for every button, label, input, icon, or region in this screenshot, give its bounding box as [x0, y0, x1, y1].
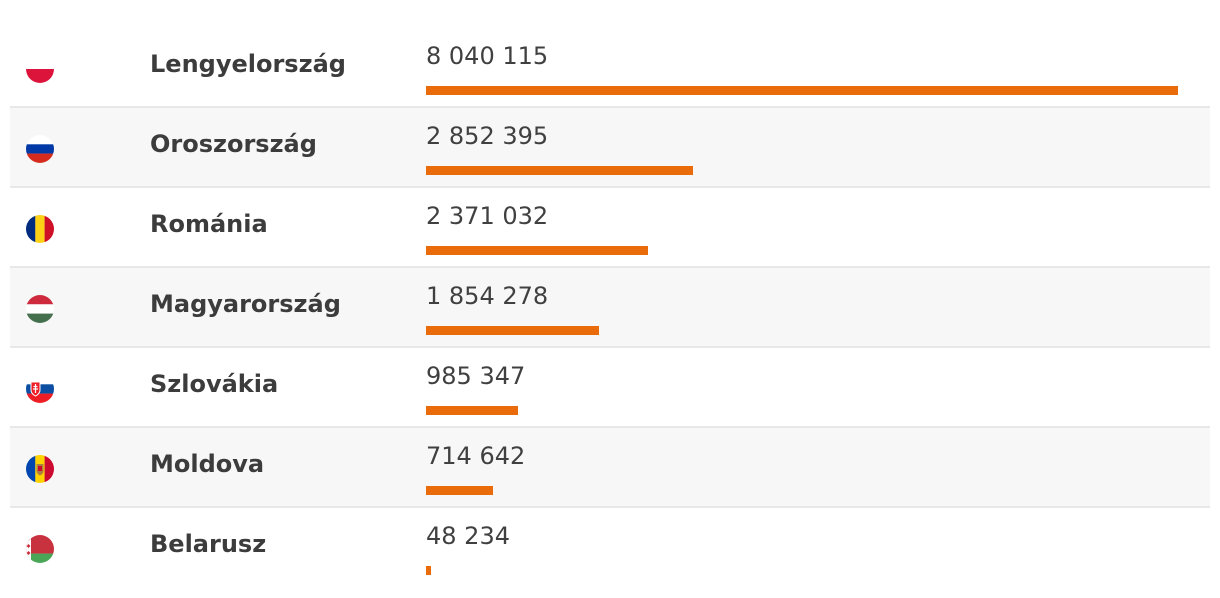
- bar: [426, 326, 599, 335]
- value-label: 2 852 395: [426, 122, 549, 150]
- slovakia-flag-icon: [26, 375, 54, 403]
- value-label: 714 642: [426, 442, 526, 470]
- romania-flag-icon: [26, 215, 54, 243]
- moldova-flag-icon: [26, 455, 54, 483]
- country-label: Lengyelország: [150, 50, 346, 78]
- bar: [426, 566, 431, 575]
- table-row: Szlovákia 985 347: [10, 348, 1210, 428]
- table-row: Moldova 714 642: [10, 428, 1210, 508]
- value-label: 8 040 115: [426, 42, 549, 70]
- table-row: Románia 2 371 032: [10, 188, 1210, 268]
- country-label: Moldova: [150, 450, 265, 478]
- table-row: Magyarország 1 854 278: [10, 268, 1210, 348]
- country-label: Románia: [150, 210, 268, 238]
- hungary-flag-icon: [26, 295, 54, 323]
- value-label: 48 234: [426, 522, 510, 550]
- bar: [426, 246, 648, 255]
- table-row: Belarusz 48 234: [10, 508, 1210, 588]
- value-label: 985 347: [426, 362, 526, 390]
- table-row: Oroszország 2 852 395: [10, 108, 1210, 188]
- bar-chart: Lengyelország 8 040 115 Oroszország 2 852 3…: [10, 28, 1210, 588]
- bar: [426, 486, 493, 495]
- bar: [426, 86, 1178, 95]
- table-row: Lengyelország 8 040 115: [10, 28, 1210, 108]
- bar: [426, 406, 518, 415]
- russia-flag-icon: [26, 135, 54, 163]
- country-label: Magyarország: [150, 290, 341, 318]
- bar: [426, 166, 693, 175]
- country-label: Belarusz: [150, 530, 267, 558]
- value-label: 2 371 032: [426, 202, 549, 230]
- belarus-flag-icon: [26, 535, 54, 563]
- country-label: Szlovákia: [150, 370, 279, 398]
- country-label: Oroszország: [150, 130, 317, 158]
- poland-flag-icon: [26, 55, 54, 83]
- value-label: 1 854 278: [426, 282, 549, 310]
